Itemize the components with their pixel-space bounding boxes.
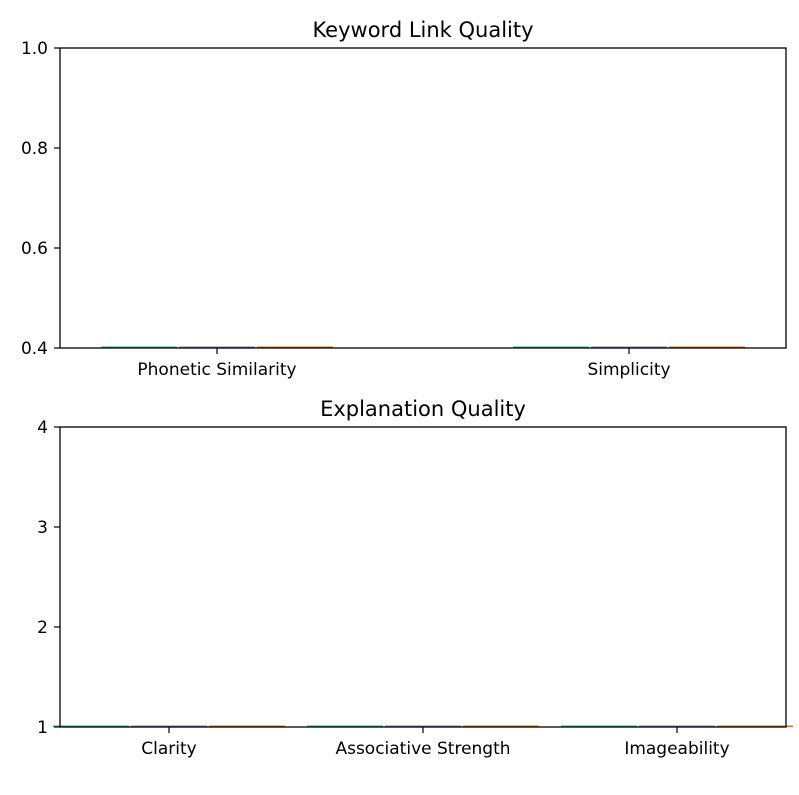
x-tick-label: Clarity [141,739,196,759]
bar [385,725,461,727]
chart-title: Explanation Quality [320,397,526,421]
x-tick-label: Phonetic Similarity [137,360,296,380]
y-axis: 1 2 3 4 [37,418,60,738]
bar [639,725,715,727]
y-tick-label: 1 [37,718,48,738]
bar [53,725,129,727]
x-tick-label: Associative Strength [335,739,510,759]
bar [463,725,539,727]
bar [179,346,255,348]
bar [101,346,177,348]
y-axis: 0.4 0.6 0.8 1.0 [21,39,60,359]
chart-explanation-quality: Explanation Quality 1 2 3 4 Clarity Associat… [37,397,793,759]
y-tick-label: 0.4 [21,339,48,359]
y-tick-label: 1.0 [21,39,48,59]
bar [561,725,637,727]
plot-frame [59,426,787,728]
bar [591,346,667,348]
y-tick-label: 3 [37,518,48,538]
chart-title: Keyword Link Quality [312,18,533,42]
bars-group [101,346,745,348]
bar [257,346,333,348]
bar [209,725,285,727]
x-axis: Phonetic Similarity Simplicity [137,348,671,380]
bar [669,346,745,348]
x-tick-label: Simplicity [587,360,670,380]
bar [513,346,589,348]
x-axis: Clarity Associative Strength Imageability [141,727,730,759]
y-tick-label: 0.6 [21,239,48,259]
y-tick-label: 2 [37,618,48,638]
bars-group [53,725,793,727]
y-tick-label: 4 [37,418,48,438]
y-tick-label: 0.8 [21,139,48,159]
bar [131,725,207,727]
bar [717,725,793,727]
bar [307,725,383,727]
plot-frame [59,47,787,349]
chart-keyword-link-quality: Keyword Link Quality 0.4 0.6 0.8 1.0 Phonet… [21,18,787,380]
x-tick-label: Imageability [624,739,729,759]
